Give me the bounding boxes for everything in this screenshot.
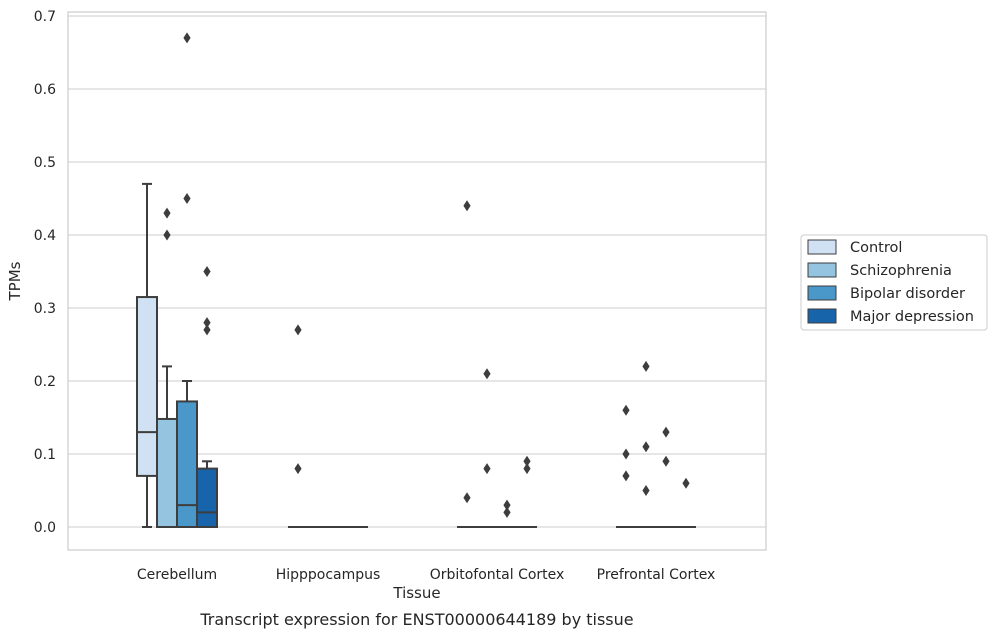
- y-tick-label: 0.1: [34, 447, 56, 463]
- outlier-point: [503, 499, 511, 511]
- x-axis-label: Tissue: [392, 584, 440, 602]
- outlier-point: [163, 229, 171, 241]
- legend-swatch: [807, 239, 837, 255]
- outlier-point: [622, 404, 630, 416]
- outlier-point: [622, 470, 630, 482]
- outlier-point: [662, 455, 670, 467]
- box-control: [136, 296, 158, 477]
- x-tick-label: Hipppocampus: [276, 567, 381, 583]
- legend-swatch: [807, 285, 837, 301]
- y-axis-label: TPMs: [6, 261, 24, 301]
- legend-label: Bipolar disorder: [850, 286, 965, 302]
- legend-swatch: [807, 262, 837, 278]
- y-tick-label: 0.3: [34, 301, 56, 317]
- y-tick-label: 0.7: [34, 9, 56, 25]
- outlier-point: [523, 463, 531, 475]
- outlier-point: [682, 477, 690, 489]
- y-axis-ticks: 0.0 0.1 0.2 0.3 0.4 0.5 0.6 0.7: [34, 9, 56, 536]
- box-groups: [136, 32, 696, 529]
- outlier-point: [503, 506, 511, 518]
- legend-frame: [800, 234, 988, 331]
- box-major-depression: [196, 467, 218, 529]
- y-tick-label: 0.2: [34, 374, 56, 390]
- legend-swatch: [807, 308, 837, 324]
- legend-items: Control Schizophrenia Bipolar disorder Majo…: [807, 239, 974, 325]
- outlier-point: [523, 455, 531, 467]
- box-group-prefrontal-cortex: [616, 360, 696, 528]
- outlier-point: [163, 207, 171, 219]
- outlier-point: [642, 485, 650, 496]
- box-group-orbitofontal-cortex: [457, 200, 537, 528]
- outlier-point: [203, 324, 211, 336]
- outlier-point: [183, 193, 191, 204]
- x-tick-label: Cerebellum: [137, 567, 217, 583]
- outlier-point: [642, 441, 650, 453]
- outlier-point: [294, 463, 302, 475]
- outlier-point: [662, 426, 670, 438]
- outlier-point: [183, 32, 191, 44]
- outlier-point: [483, 463, 491, 475]
- box-schizophrenia: [156, 417, 178, 528]
- chart-caption: Transcript expression for ENST0000064418…: [199, 610, 633, 629]
- legend-label: Schizophrenia: [850, 263, 952, 279]
- box-group-cerebellum: [136, 32, 218, 529]
- outlier-point: [294, 324, 302, 336]
- box-group-hipppocampus: [288, 324, 368, 528]
- x-tick-label: Prefrontal Cortex: [597, 567, 716, 583]
- outlier-point: [203, 317, 211, 329]
- outlier-point: [463, 200, 471, 212]
- outlier-point: [203, 266, 211, 277]
- y-tick-label: 0.4: [34, 228, 56, 244]
- outlier-point: [463, 492, 471, 504]
- outlier-point: [483, 368, 491, 380]
- outlier-point: [622, 448, 630, 460]
- legend: Control Schizophrenia Bipolar disorder Majo…: [800, 234, 988, 331]
- x-axis-ticks: Cerebellum Hipppocampus Orbitofontal Corte…: [137, 567, 715, 583]
- y-tick-label: 0.6: [34, 82, 56, 98]
- x-tick-label: Orbitofontal Cortex: [430, 567, 565, 583]
- y-tick-label: 0.0: [34, 520, 56, 536]
- box-bipolar-disorder: [176, 400, 198, 528]
- legend-label: Major depression: [850, 309, 974, 325]
- legend-label: Control: [850, 240, 902, 256]
- outlier-point: [642, 360, 650, 372]
- y-tick-label: 0.5: [34, 155, 56, 171]
